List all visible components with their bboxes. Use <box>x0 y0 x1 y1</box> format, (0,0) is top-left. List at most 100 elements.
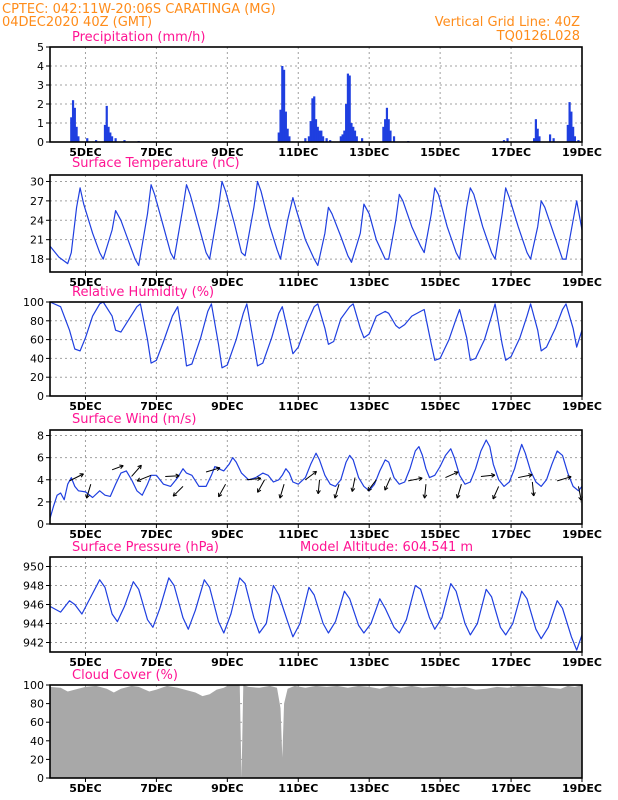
precipitation-bar <box>506 138 509 142</box>
pressure-title: Surface Pressure (hPa) <box>72 540 219 555</box>
wind-vector <box>367 479 377 492</box>
precipitation-bar <box>109 132 112 142</box>
precipitation-bar <box>95 140 98 142</box>
x-tick-label: 5DEC <box>69 400 101 413</box>
precipitation-bar <box>75 126 78 142</box>
y-tick-label: 0 <box>37 518 44 531</box>
wind-vector-head <box>333 494 339 499</box>
precipitation-bar <box>123 140 126 142</box>
precipitation-bar <box>325 138 328 142</box>
wind-vector <box>86 484 92 499</box>
wind-vector <box>351 477 356 492</box>
wind-vector-head <box>278 494 284 499</box>
y-tick-label: 30 <box>30 175 44 188</box>
x-tick-label: 7DEC <box>140 656 172 669</box>
humidity-line <box>49 301 583 369</box>
x-tick-label: 19DEC <box>562 656 602 669</box>
precipitation-bar <box>572 126 575 142</box>
wind-vector <box>445 471 459 479</box>
x-tick-label: 19DEC <box>562 528 602 541</box>
x-tick-label: 7DEC <box>140 782 172 795</box>
precipitation-bar <box>538 136 541 142</box>
wind-vector-head <box>528 473 533 478</box>
humidity-title: Relative Humidity (%) <box>72 285 214 300</box>
precipitation-bar <box>348 75 351 142</box>
precipitation-bar <box>533 138 536 142</box>
wind-vector <box>246 477 261 481</box>
wind-vector-head <box>172 492 178 497</box>
wind-vector <box>279 484 285 499</box>
pressure-line <box>49 577 583 651</box>
precipitation-bar <box>103 124 107 142</box>
precipitation-bar <box>570 111 573 142</box>
header-station: CPTEC: 042:11W-20:06S CARATINGA (MG) <box>2 2 276 17</box>
precipitation-bar <box>304 138 307 142</box>
precipitation-bar <box>345 104 348 142</box>
precipitation-bar <box>107 126 110 142</box>
x-tick-label: 7DEC <box>140 400 172 413</box>
wind-vector-head <box>256 476 262 482</box>
precipitation-bar <box>577 140 580 142</box>
precipitation-bar <box>387 119 390 142</box>
x-tick-label: 17DEC <box>491 528 531 541</box>
precipitation-bar <box>314 119 318 142</box>
x-tick-label: 19DEC <box>562 276 602 289</box>
y-tick-label: 80 <box>30 315 44 328</box>
precipitation-bar <box>321 136 325 142</box>
x-tick-label: 13DEC <box>349 146 389 159</box>
precipitation-bar <box>318 130 321 142</box>
wind-vector <box>317 479 321 494</box>
precipitation-bar <box>568 102 571 142</box>
wind-vector <box>131 464 142 477</box>
wind-vector-head <box>257 488 262 493</box>
wind-vector <box>557 476 572 482</box>
x-tick-label: 7DEC <box>140 276 172 289</box>
x-tick-label: 11DEC <box>278 276 318 289</box>
precipitation-bar <box>341 134 344 142</box>
x-tick-label: 9DEC <box>211 656 243 669</box>
y-tick-label: 944 <box>23 618 44 631</box>
x-tick-label: 9DEC <box>211 782 243 795</box>
x-tick-label: 5DEC <box>69 276 101 289</box>
wind-vector <box>305 470 317 481</box>
wind-vector <box>334 484 340 499</box>
header-grid-note: Vertical Grid Line: 40Z <box>435 15 580 30</box>
panel-frame <box>49 684 583 779</box>
wind-vector-head <box>531 492 536 497</box>
y-tick-label: 24 <box>30 214 44 227</box>
wind-vector-head <box>119 464 124 469</box>
wind-vector <box>165 475 180 477</box>
y-tick-label: 0 <box>37 136 44 149</box>
wind-vector <box>384 477 391 491</box>
precipitation-bar <box>311 98 314 142</box>
y-tick-label: 0 <box>37 390 44 403</box>
wind-vector-head <box>312 470 318 476</box>
y-tick-label: 5 <box>37 41 44 54</box>
temperature-panel: Surface Temperature (nC) 18 21 24 27 30 5DEC 7… <box>30 156 602 289</box>
y-tick-label: 950 <box>23 561 44 574</box>
pressure-model-altitude: Model Altitude: 604.541 m <box>300 540 473 555</box>
x-tick-label: 17DEC <box>491 782 531 795</box>
y-tick-label: 40 <box>30 735 44 748</box>
precipitation-bar <box>114 138 117 142</box>
precipitation-bar <box>536 128 539 142</box>
x-tick-label: 13DEC <box>349 276 389 289</box>
precipitation-bar <box>86 138 89 142</box>
pressure-panel: Surface Pressure (hPa) Model Altitude: 6… <box>23 540 602 669</box>
wind-vector <box>69 473 84 482</box>
panel-frame <box>49 429 583 525</box>
x-tick-label: 13DEC <box>349 656 389 669</box>
x-tick-label: 7DEC <box>140 528 172 541</box>
y-tick-label: 948 <box>23 580 44 593</box>
precipitation-bar <box>73 107 76 142</box>
wind-vector-head <box>85 494 90 499</box>
wind-vector-head <box>492 494 497 500</box>
precipitation-bar <box>320 130 323 142</box>
precipitation-bar <box>309 121 312 142</box>
x-tick-label: 15DEC <box>420 782 460 795</box>
x-tick-label: 15DEC <box>420 146 460 159</box>
wind-vector <box>111 465 124 471</box>
wind-vector <box>531 481 535 497</box>
humidity-panel: Relative Humidity (%) 0 20 40 60 80 100 5DEC 7D… <box>23 285 602 413</box>
x-tick-label: 17DEC <box>491 400 531 413</box>
